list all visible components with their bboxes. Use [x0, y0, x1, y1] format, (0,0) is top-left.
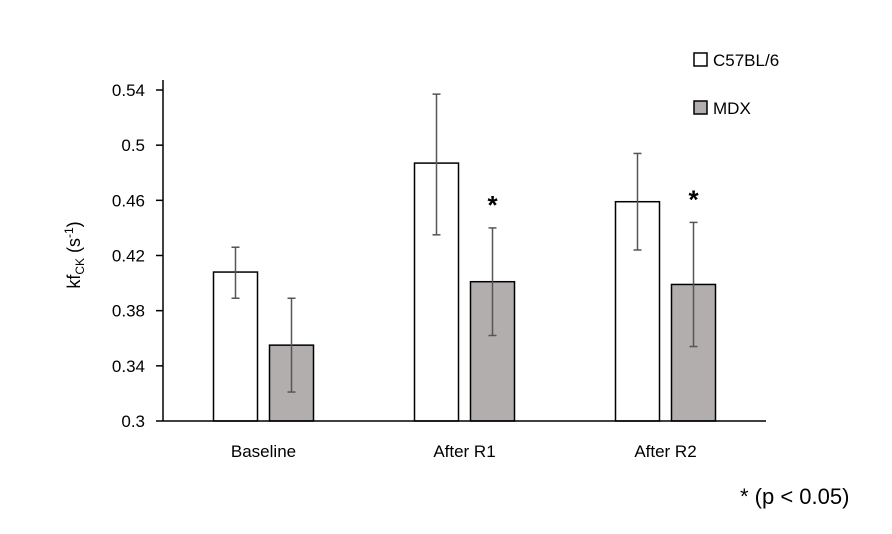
- category-label: After R1: [433, 442, 495, 461]
- legend-swatch-c57bl6: [693, 52, 708, 67]
- y-tick-label: 0.42: [112, 247, 145, 266]
- significance-footnote: * (p < 0.05): [740, 484, 850, 509]
- legend-label-mdx: MDX: [713, 99, 751, 118]
- y-tick-label: 0.46: [112, 191, 145, 210]
- legend-swatch-mdx: [693, 100, 708, 115]
- y-axis-label: kfCK (s-1): [62, 221, 87, 288]
- y-tick-label: 0.34: [112, 357, 145, 376]
- legend: C57BL/6 MDX: [693, 51, 779, 118]
- category-label: Baseline: [231, 442, 296, 461]
- significance-asterisk: *: [487, 190, 498, 220]
- y-tick-label: 0.5: [121, 136, 145, 155]
- category-label: After R2: [634, 442, 696, 461]
- y-axis-label-superscript: -1: [62, 227, 76, 238]
- y-axis-label-main: kf: [64, 274, 84, 289]
- bars: [212, 162, 717, 422]
- error-bars: [231, 93, 698, 393]
- y-tick-label: 0.38: [112, 302, 145, 321]
- y-ticks: 0.3 0.34 0.38 0.42 0.46 0.5 0.54: [112, 81, 163, 431]
- y-tick-label: 0.3: [121, 412, 145, 431]
- y-axis-label-unit-open: (s: [64, 238, 84, 258]
- y-axis-label-unit-close: ): [64, 221, 84, 227]
- axes: [162, 80, 766, 422]
- category-labels: Baseline After R1 After R2: [231, 442, 697, 461]
- significance-asterisk: *: [688, 184, 699, 214]
- y-axis-label-subscript: CK: [73, 258, 87, 275]
- significance-marks: * *: [487, 184, 699, 220]
- y-tick-label: 0.54: [112, 81, 145, 100]
- legend-label-c57bl6: C57BL/6: [713, 51, 779, 70]
